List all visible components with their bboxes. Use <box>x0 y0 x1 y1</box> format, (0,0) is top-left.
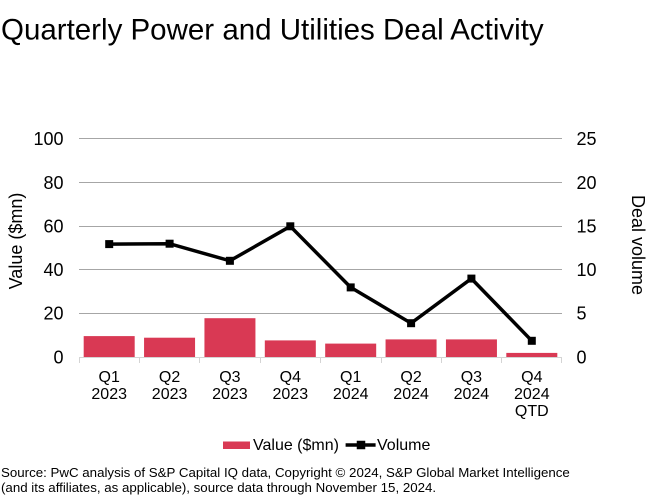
svg-text:Volume: Volume <box>377 437 430 454</box>
svg-text:(and its affiliates, as applic: (and its affiliates, as applicable), sou… <box>1 480 436 495</box>
svg-text:2023: 2023 <box>212 386 248 403</box>
svg-text:2023: 2023 <box>91 386 127 403</box>
svg-text:Q1: Q1 <box>340 369 361 386</box>
svg-text:40: 40 <box>43 260 63 280</box>
svg-text:5: 5 <box>577 304 587 324</box>
svg-text:100: 100 <box>33 129 63 149</box>
svg-text:10: 10 <box>577 260 597 280</box>
svg-text:2023: 2023 <box>273 386 309 403</box>
svg-text:15: 15 <box>577 216 597 236</box>
svg-text:2024: 2024 <box>454 386 490 403</box>
svg-text:Q4: Q4 <box>280 369 301 386</box>
svg-text:0: 0 <box>577 348 587 368</box>
svg-text:2024: 2024 <box>333 386 369 403</box>
svg-text:2023: 2023 <box>152 386 188 403</box>
svg-text:Q1: Q1 <box>99 369 120 386</box>
svg-text:Q3: Q3 <box>461 369 482 386</box>
svg-text:Q3: Q3 <box>219 369 240 386</box>
svg-text:2024: 2024 <box>393 386 429 403</box>
svg-text:Quarterly Power and Utilities: Quarterly Power and Utilities Deal Activ… <box>1 13 544 46</box>
svg-text:80: 80 <box>43 173 63 193</box>
svg-text:Value ($mn): Value ($mn) <box>6 193 26 290</box>
svg-text:Deal volume: Deal volume <box>628 195 648 295</box>
svg-text:60: 60 <box>43 216 63 236</box>
svg-text:20: 20 <box>43 304 63 324</box>
svg-text:Q2: Q2 <box>159 369 180 386</box>
svg-text:0: 0 <box>53 348 63 368</box>
svg-text:Q2: Q2 <box>400 369 421 386</box>
svg-text:Source: PwC analysis of S&P Ca: Source: PwC analysis of S&P Capital IQ d… <box>1 465 570 480</box>
svg-text:2024: 2024 <box>514 386 550 403</box>
svg-text:Q4: Q4 <box>521 369 542 386</box>
svg-text:25: 25 <box>577 129 597 149</box>
svg-text:Value ($mn): Value ($mn) <box>253 437 339 454</box>
svg-text:QTD: QTD <box>515 403 549 420</box>
svg-text:20: 20 <box>577 173 597 193</box>
